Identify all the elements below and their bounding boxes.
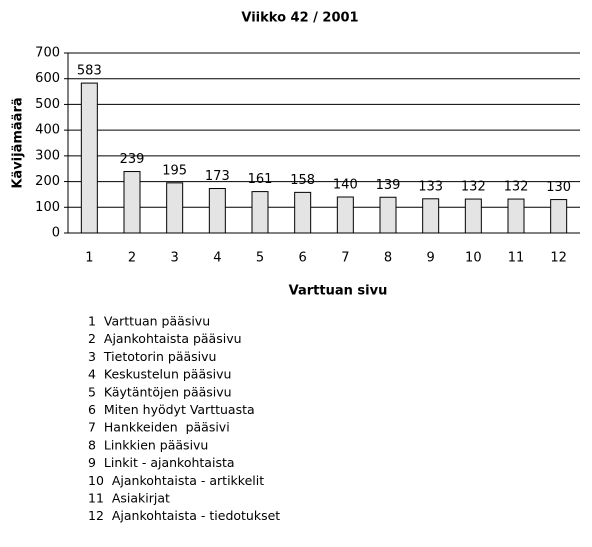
y-tick-label: 300	[35, 148, 60, 163]
bar	[208, 188, 226, 234]
data-label: 173	[205, 169, 230, 184]
data-label: 583	[77, 64, 102, 79]
legend-item: 7 Hankkeiden pääsivi	[88, 420, 230, 435]
x-tick-label: 12	[550, 251, 567, 266]
legend-item: 6 Miten hyödyt Varttuasta	[88, 402, 255, 417]
data-label: 132	[461, 180, 486, 195]
bar	[336, 196, 354, 234]
x-tick-label: 8	[384, 251, 392, 266]
x-tick-label: 1	[85, 251, 93, 266]
legend-item: 2 Ajankohtaista pääsivu	[88, 331, 242, 346]
data-label: 132	[504, 180, 529, 195]
bar	[507, 198, 525, 234]
bar	[464, 198, 482, 234]
y-axis-title: Kävijämäärä	[11, 97, 26, 188]
x-tick-label: 6	[299, 251, 307, 266]
bar	[123, 171, 141, 234]
y-tick-label: 500	[35, 97, 60, 112]
data-label: 140	[333, 178, 358, 193]
bar	[422, 198, 440, 234]
legend-item: 1 Varttuan pääsivu	[88, 314, 210, 329]
y-tick-label: 200	[35, 174, 60, 189]
y-tick-label: 700	[35, 46, 60, 61]
legend-item: 11 Asiakirjat	[88, 491, 170, 506]
x-tick-label: 7	[341, 251, 349, 266]
x-tick-label: 11	[508, 251, 525, 266]
bar	[294, 191, 312, 234]
data-label: 195	[162, 163, 187, 178]
legend-item: 4 Keskustelun pääsivu	[88, 367, 231, 382]
legend-item: 10 Ajankohtaista - artikkelit	[88, 473, 264, 488]
bar	[251, 191, 269, 234]
bar	[379, 196, 397, 234]
legend-item: 5 Käytäntöjen pääsivu	[88, 384, 232, 399]
x-tick-label: 2	[128, 251, 136, 266]
legend-item: 8 Linkkien pääsivu	[88, 437, 208, 452]
x-tick-label: 10	[465, 251, 482, 266]
x-axis-title: Varttuan sivu	[289, 284, 388, 299]
y-tick-label: 400	[35, 123, 60, 138]
y-tick-label: 100	[35, 200, 60, 215]
legend-item: 9 Linkit - ajankohtaista	[88, 455, 235, 470]
bar	[550, 199, 568, 234]
legend-item: 3 Tietotorin pääsivu	[88, 349, 216, 364]
x-tick-label: 4	[213, 251, 221, 266]
data-label: 239	[120, 152, 145, 167]
data-label: 139	[376, 178, 401, 193]
data-label: 161	[248, 172, 273, 187]
chart-title: Viikko 42 / 2001	[241, 11, 358, 26]
y-tick-label: 600	[35, 71, 60, 86]
data-label: 130	[546, 180, 571, 195]
y-tick-label: 0	[52, 226, 60, 241]
legend-item: 12 Ajankohtaista - tiedotukset	[88, 508, 280, 523]
x-tick-label: 3	[171, 251, 179, 266]
bar	[80, 82, 98, 234]
x-tick-label: 9	[427, 251, 435, 266]
data-label: 133	[418, 179, 443, 194]
data-label: 158	[290, 173, 315, 188]
x-tick-label: 5	[256, 251, 264, 266]
bar	[166, 182, 184, 234]
